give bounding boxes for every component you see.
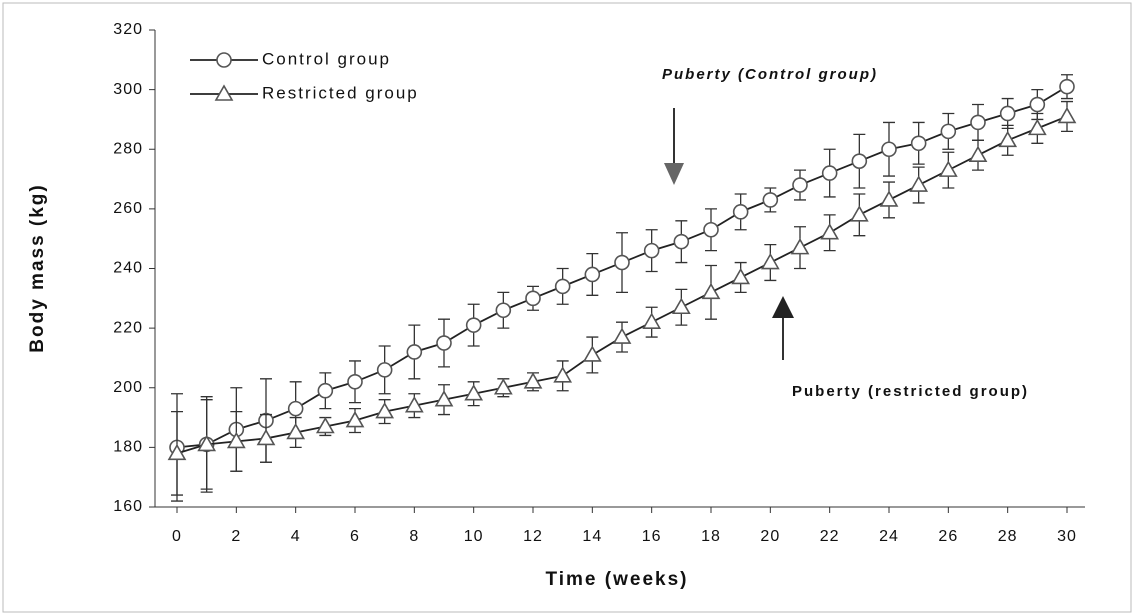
data-point <box>790 238 810 255</box>
arrowhead <box>664 163 684 185</box>
x-tick-label: 10 <box>464 528 484 545</box>
data-point <box>406 344 423 360</box>
data-point <box>493 378 513 395</box>
data-point <box>1059 78 1075 95</box>
data-point <box>998 130 1018 148</box>
data-point <box>464 384 484 401</box>
y-tick-label: 220 <box>113 319 143 336</box>
data-point <box>881 141 897 158</box>
data-point <box>167 443 187 461</box>
legend-marker <box>214 84 234 101</box>
y-tick-label: 300 <box>113 81 143 98</box>
data-point <box>909 175 929 192</box>
x-tick-label: 6 <box>350 528 360 545</box>
data-point <box>315 416 335 434</box>
data-point <box>820 223 840 240</box>
data-point <box>584 266 601 283</box>
data-point <box>317 382 334 399</box>
legend-marker <box>216 52 232 68</box>
x-tick-label: 18 <box>701 528 721 545</box>
y-tick-label: 260 <box>113 200 143 217</box>
data-point <box>523 372 543 389</box>
x-tick-label: 30 <box>1057 528 1077 545</box>
x-tick-label: 0 <box>172 528 182 545</box>
x-axis-label: Time (weeks) <box>546 569 689 590</box>
data-point <box>345 410 365 428</box>
data-point <box>968 145 988 163</box>
y-tick-label: 160 <box>113 498 143 515</box>
x-tick-label: 24 <box>879 528 899 545</box>
y-tick-label: 180 <box>113 439 143 456</box>
data-point <box>554 278 571 295</box>
data-point <box>760 252 780 270</box>
data-point <box>287 400 304 417</box>
x-tick-label: 16 <box>642 528 662 545</box>
data-point <box>938 160 958 177</box>
data-point <box>673 233 690 250</box>
data-point <box>347 373 363 390</box>
data-point <box>286 422 306 440</box>
data-point <box>495 302 512 319</box>
y-tick-label: 240 <box>113 260 143 277</box>
x-tick-label: 26 <box>938 528 958 545</box>
data-point <box>851 153 868 169</box>
annotation: Puberty (restricted group) <box>792 383 1029 400</box>
data-point <box>1027 118 1047 136</box>
y-tick-label: 320 <box>113 21 143 38</box>
data-point <box>553 366 573 383</box>
data-point <box>701 282 721 300</box>
data-point <box>732 204 749 220</box>
x-tick-label: 2 <box>231 528 241 545</box>
data-point <box>910 135 927 152</box>
data-point <box>612 327 632 344</box>
data-point <box>197 434 217 452</box>
data-point <box>525 290 541 307</box>
data-point <box>643 242 660 259</box>
data-point <box>1057 106 1077 124</box>
data-point <box>821 165 838 181</box>
data-point <box>434 390 454 407</box>
data-point <box>762 192 779 208</box>
x-tick-label: 28 <box>998 528 1018 545</box>
data-point <box>731 267 751 285</box>
data-point <box>465 317 482 333</box>
y-tick-label: 200 <box>113 379 143 396</box>
data-point <box>940 123 957 140</box>
arrowhead <box>772 296 794 318</box>
data-point <box>642 312 662 329</box>
x-tick-label: 14 <box>582 528 602 545</box>
legend-label: Restricted group <box>262 83 419 102</box>
annotation: Puberty (Control group) <box>662 66 878 83</box>
data-point <box>614 254 630 271</box>
x-tick-label: 4 <box>291 528 301 545</box>
data-point <box>879 190 899 207</box>
data-point <box>436 335 452 351</box>
data-point <box>671 297 691 315</box>
legend-label: Control group <box>262 49 391 68</box>
y-axis-label: Body mass (kg) <box>27 183 48 352</box>
x-tick-label: 22 <box>820 528 840 545</box>
data-point <box>582 345 602 362</box>
data-point <box>703 221 719 238</box>
data-point <box>849 205 869 222</box>
data-point <box>376 362 393 378</box>
data-point <box>404 396 424 413</box>
data-point <box>375 401 395 419</box>
x-tick-label: 12 <box>523 528 543 545</box>
data-point <box>256 428 276 446</box>
data-point <box>1029 96 1046 113</box>
data-point <box>999 105 1016 122</box>
x-tick-label: 8 <box>409 528 419 545</box>
y-tick-label: 280 <box>113 140 143 157</box>
data-point <box>792 177 808 193</box>
data-point <box>970 114 986 131</box>
data-point <box>226 431 246 449</box>
x-tick-label: 20 <box>760 528 780 545</box>
